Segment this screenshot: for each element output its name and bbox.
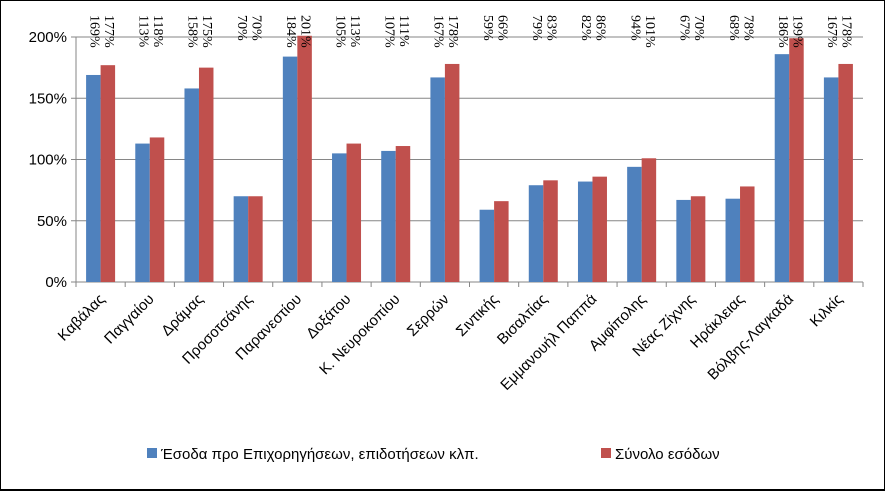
bar-series1 xyxy=(184,88,199,282)
data-label: 82% xyxy=(578,15,593,41)
data-label: 70% xyxy=(248,15,263,41)
data-label: 107% xyxy=(381,15,396,48)
bar-series1 xyxy=(233,196,249,282)
y-tick-label: 100% xyxy=(29,152,67,169)
data-label: 83% xyxy=(544,15,559,41)
category-label: Παγγαίου xyxy=(101,291,158,348)
data-label: 113% xyxy=(347,15,362,47)
bar-series1 xyxy=(528,185,544,282)
bar-series1 xyxy=(86,74,101,282)
data-label: 113% xyxy=(136,15,151,47)
bar-series2 xyxy=(494,201,509,282)
bar-series2 xyxy=(444,63,460,283)
bar-series1 xyxy=(774,54,790,283)
category-label: Κιλκίς xyxy=(807,291,847,331)
bar-series2 xyxy=(248,196,263,282)
data-label: 66% xyxy=(494,15,509,41)
data-label: 86% xyxy=(593,15,608,41)
bar-series2 xyxy=(641,158,657,282)
data-label: 67% xyxy=(677,15,692,41)
bar-series2 xyxy=(395,146,411,282)
category-label: Βόλβης-Λαγκαδά xyxy=(704,291,797,384)
data-label: 79% xyxy=(529,15,544,41)
data-label: 78% xyxy=(740,15,755,41)
bar-series1 xyxy=(430,77,445,282)
legend-label-series1: Έσοδα προ Επιχορηγήσεων, επιδοτήσεων κλπ… xyxy=(160,446,479,463)
bar-series1 xyxy=(823,77,839,282)
y-tick-label: 200% xyxy=(29,29,67,46)
legend-swatch-series2 xyxy=(601,448,611,458)
data-label: 186% xyxy=(775,15,790,48)
data-label: 59% xyxy=(480,15,495,41)
bar-series1 xyxy=(627,166,642,282)
bar-series2 xyxy=(789,38,804,282)
data-label: 70% xyxy=(691,15,706,41)
bar-series1 xyxy=(577,181,593,282)
data-label: 101% xyxy=(642,15,657,48)
bar-series2 xyxy=(838,63,853,283)
data-label: 94% xyxy=(627,15,642,41)
data-label: 111% xyxy=(396,15,411,47)
bar-series1 xyxy=(282,56,298,282)
data-label: 178% xyxy=(839,15,854,48)
y-tick-label: 50% xyxy=(37,213,67,230)
y-tick-label: 150% xyxy=(29,90,67,107)
bar-series1 xyxy=(725,198,741,282)
bar-series1 xyxy=(479,209,495,282)
bar-series2 xyxy=(346,143,362,282)
category-label: Καβάλας xyxy=(55,291,109,345)
bar-series2 xyxy=(149,137,165,282)
data-label: 184% xyxy=(283,15,298,48)
data-label: 105% xyxy=(332,15,347,48)
bar-series2 xyxy=(592,176,607,282)
data-label: 177% xyxy=(101,15,116,48)
category-label: Δράμας xyxy=(158,291,207,340)
bar-series2 xyxy=(543,180,558,282)
data-label: 175% xyxy=(199,15,214,48)
y-tick-label: 0% xyxy=(45,274,67,291)
bar-series2 xyxy=(100,65,116,282)
data-label: 199% xyxy=(789,15,804,48)
data-label: 178% xyxy=(445,15,460,48)
category-label: Σερρών xyxy=(404,291,453,340)
data-label: 70% xyxy=(234,15,249,41)
bar-series2 xyxy=(198,67,214,282)
data-label: 167% xyxy=(824,15,839,48)
category-label: Σιντικής xyxy=(453,291,502,340)
bar-series1 xyxy=(135,143,150,282)
data-label: 169% xyxy=(86,15,101,48)
data-label: 68% xyxy=(726,15,741,41)
bar-series1 xyxy=(676,199,691,282)
legend-label-series2: Σύνολο εσόδων xyxy=(615,446,720,463)
bar-series2 xyxy=(297,35,312,283)
bar-series2 xyxy=(740,186,755,282)
bar-series1 xyxy=(332,153,347,282)
data-label: 167% xyxy=(431,15,446,48)
data-label: 158% xyxy=(185,15,200,48)
bar-series2 xyxy=(690,196,706,282)
data-label: 201% xyxy=(298,15,313,48)
bar-series1 xyxy=(381,150,396,282)
legend-swatch-series1 xyxy=(147,448,157,458)
data-label: 118% xyxy=(150,15,165,47)
